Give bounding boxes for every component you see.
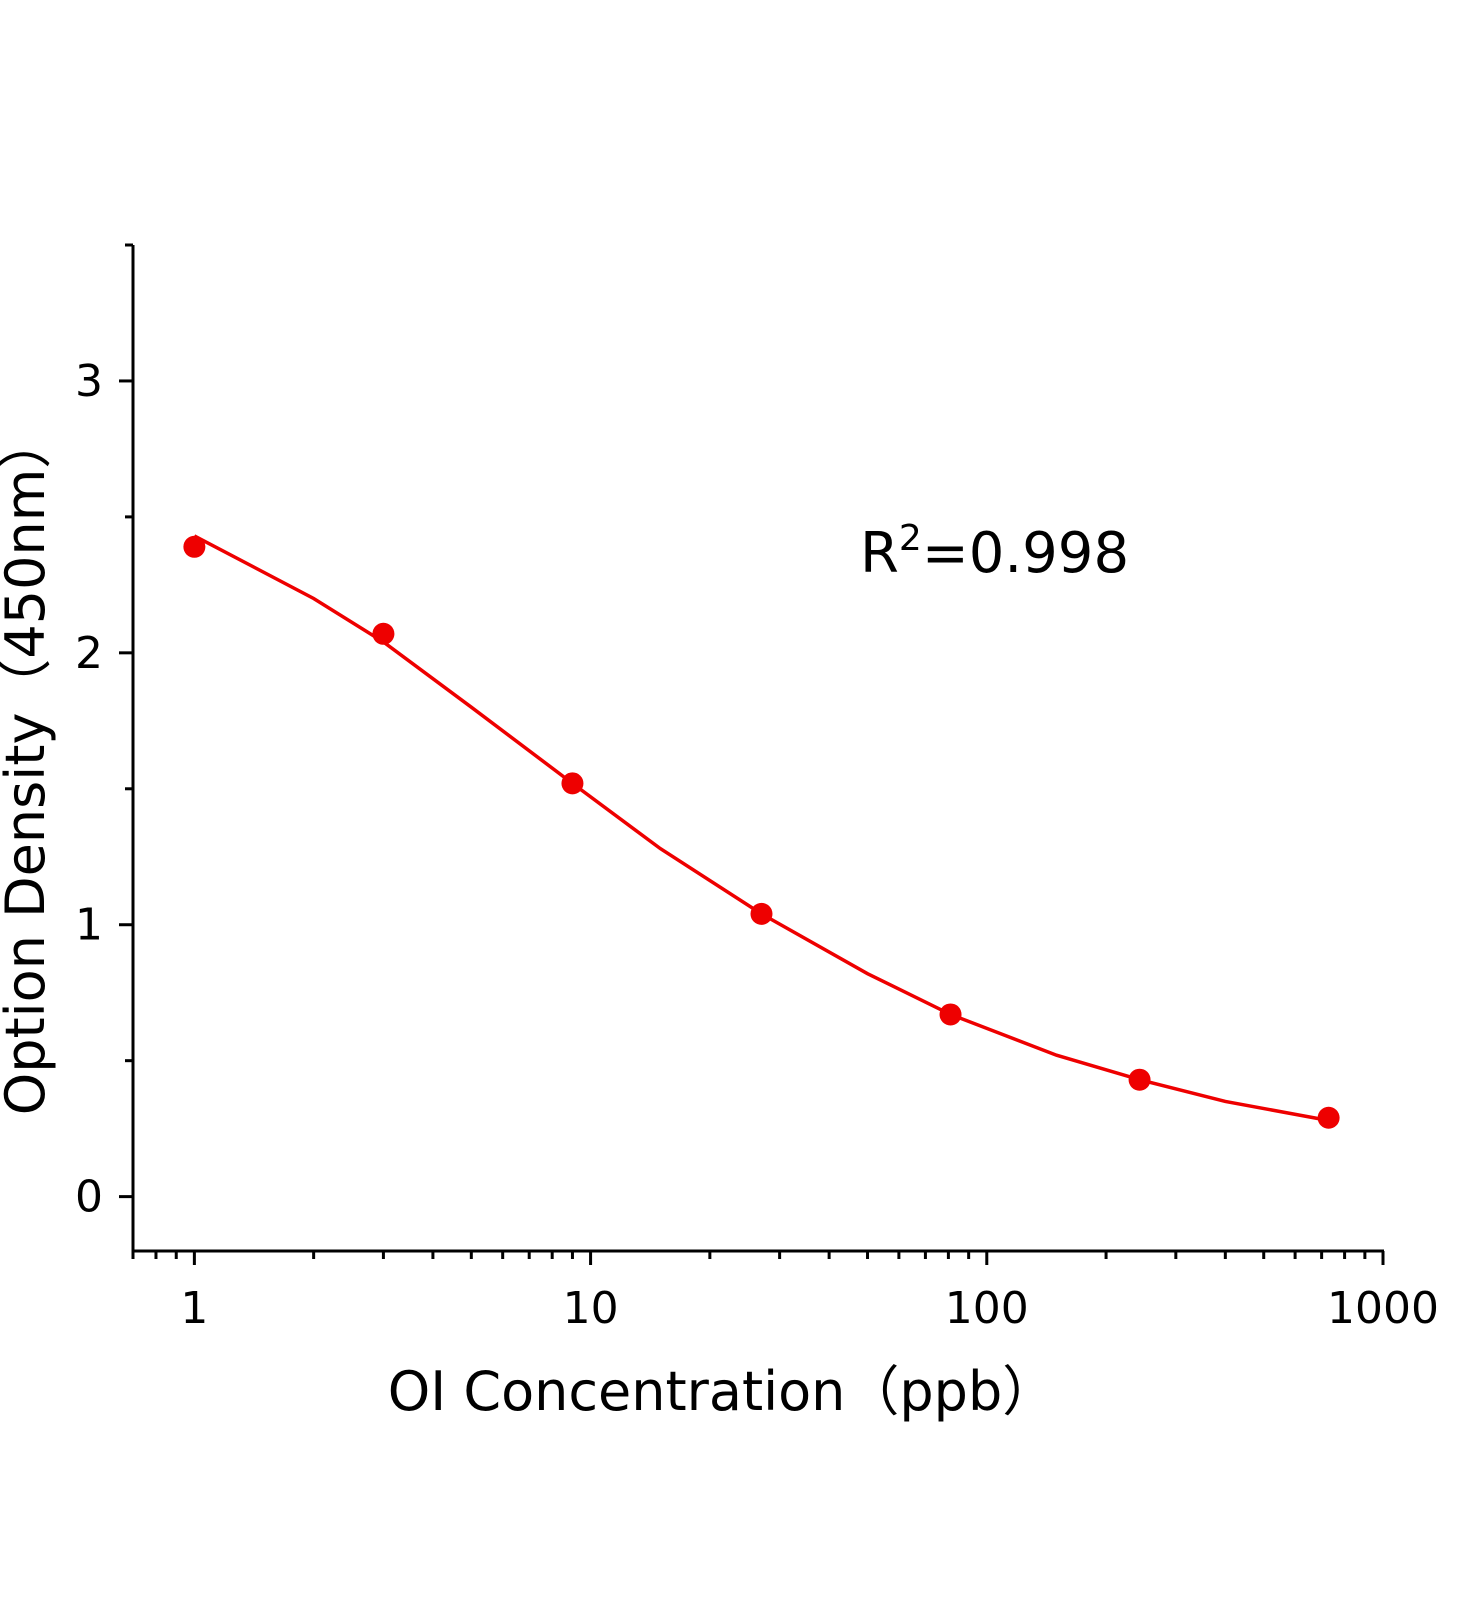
- annotation-superscript: 2: [899, 518, 922, 559]
- y-axis-title: Option Density（450nm）: [0, 415, 57, 1116]
- annotation-base: R: [860, 521, 899, 586]
- data-point: [750, 902, 773, 925]
- data-point: [939, 1003, 962, 1026]
- data-point: [1317, 1106, 1340, 1129]
- y-tick-label: 3: [75, 356, 103, 407]
- annotation: R2=0.998: [860, 518, 1129, 586]
- x-tick-label: 10: [563, 1283, 619, 1334]
- data-point: [561, 772, 584, 795]
- x-tick-label: 100: [945, 1283, 1029, 1334]
- annotation-rest: =0.998: [922, 521, 1129, 586]
- fit-curve: [193, 534, 1329, 1123]
- y-tick-label: 1: [75, 900, 103, 951]
- x-tick-label: 1000: [1327, 1283, 1439, 1334]
- data-point: [183, 535, 206, 558]
- y-tick-label: 2: [75, 628, 103, 679]
- x-tick-label: 1: [180, 1283, 208, 1334]
- x-axis-title: OI Concentration（ppb）: [388, 1360, 1056, 1423]
- data-point: [372, 622, 395, 645]
- data-point: [1128, 1068, 1151, 1091]
- y-tick-label: 0: [75, 1172, 103, 1223]
